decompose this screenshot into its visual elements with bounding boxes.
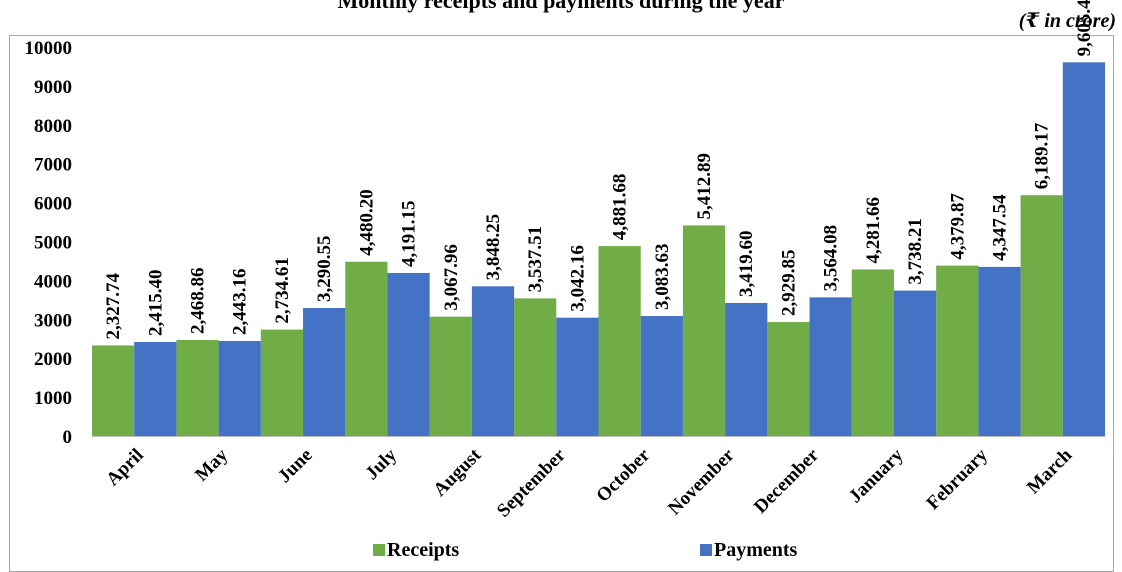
- y-tick-label: 1000: [34, 388, 72, 409]
- bar-payments: [134, 342, 177, 436]
- y-tick-label: 8000: [34, 116, 72, 137]
- bar-payments: [471, 286, 515, 436]
- bar-receipts: [851, 269, 894, 436]
- data-label: 3,419.60: [736, 230, 757, 297]
- data-label: 2,415.40: [145, 270, 166, 337]
- category-label: December: [750, 444, 823, 517]
- bar-receipts: [260, 329, 304, 436]
- y-tick-label: 0: [63, 427, 73, 448]
- data-label: 5,412.89: [694, 153, 715, 220]
- y-tick-label: 3000: [34, 310, 72, 331]
- data-label: 4,191.15: [399, 200, 420, 267]
- category-label: October: [592, 444, 654, 506]
- legend-label: Receipts: [387, 539, 459, 561]
- y-tick-label: 6000: [34, 194, 72, 215]
- data-label: 4,347.54: [989, 194, 1010, 261]
- data-label: 4,881.68: [610, 174, 631, 241]
- data-label: 2,327.74: [103, 272, 124, 339]
- data-label: 3,564.08: [821, 225, 842, 292]
- category-label: November: [664, 444, 739, 519]
- category-label: September: [493, 444, 570, 521]
- bar-receipts: [514, 298, 557, 436]
- category-label: June: [274, 445, 316, 487]
- data-label: 2,468.86: [188, 267, 209, 333]
- y-tick-label: 5000: [34, 233, 72, 254]
- bar-payments: [640, 316, 683, 436]
- bar-receipts: [92, 345, 135, 436]
- legend-label: Payments: [714, 539, 798, 561]
- bar-receipts: [767, 322, 810, 436]
- data-label: 6,189.17: [1032, 122, 1053, 189]
- category-label: January: [845, 444, 908, 507]
- bar-payments: [218, 340, 261, 436]
- bar-payments: [1062, 62, 1105, 437]
- y-tick-label: 9000: [34, 77, 72, 98]
- data-label: 3,537.51: [525, 226, 546, 293]
- data-label: 9,605.45: [1074, 0, 1095, 56]
- data-label: 4,480.20: [356, 189, 377, 256]
- category-label: March: [1023, 444, 1077, 498]
- category-label: May: [191, 444, 232, 485]
- bar-payments: [978, 266, 1021, 436]
- bar-receipts: [936, 265, 979, 436]
- bar-payments: [387, 272, 430, 436]
- data-label: 3,848.25: [483, 214, 504, 280]
- data-label: 2,443.16: [230, 268, 251, 335]
- data-label: 2,734.61: [272, 257, 293, 324]
- data-label: 3,738.21: [905, 218, 926, 285]
- data-label: 3,083.63: [652, 244, 673, 311]
- category-label: February: [923, 444, 993, 514]
- y-tick-label: 7000: [34, 155, 72, 176]
- legend-swatch-receipts: [373, 544, 385, 556]
- bar-payments: [556, 317, 599, 436]
- unit-note: (₹ in crore): [1018, 10, 1116, 32]
- y-tick-label: 4000: [34, 271, 72, 292]
- bar-receipts: [598, 246, 641, 436]
- bar-payments: [809, 297, 852, 436]
- bar-receipts: [176, 339, 219, 436]
- legend-swatch-payments: [700, 544, 712, 556]
- category-label: July: [361, 444, 401, 484]
- chart-title: Monthly receipts and payments during the…: [337, 0, 785, 13]
- bar-payments: [893, 290, 937, 436]
- data-label: 4,281.66: [863, 197, 884, 264]
- data-label: 3,042.16: [567, 245, 588, 312]
- data-label: 2,929.85: [778, 250, 799, 317]
- bar-payments: [303, 307, 346, 436]
- data-label: 4,379.87: [947, 193, 968, 260]
- data-label: 3,290.55: [314, 235, 335, 302]
- bar-receipts: [1020, 195, 1063, 436]
- bar-receipts: [682, 225, 726, 436]
- category-label: April: [102, 445, 147, 490]
- bar-receipts: [429, 316, 472, 436]
- y-tick-label: 2000: [34, 349, 72, 370]
- bar-receipts: [345, 261, 388, 436]
- bar-payments: [725, 302, 768, 436]
- y-tick-label: 10000: [25, 38, 73, 59]
- category-label: August: [429, 444, 485, 500]
- data-label: 3,067.96: [441, 244, 462, 311]
